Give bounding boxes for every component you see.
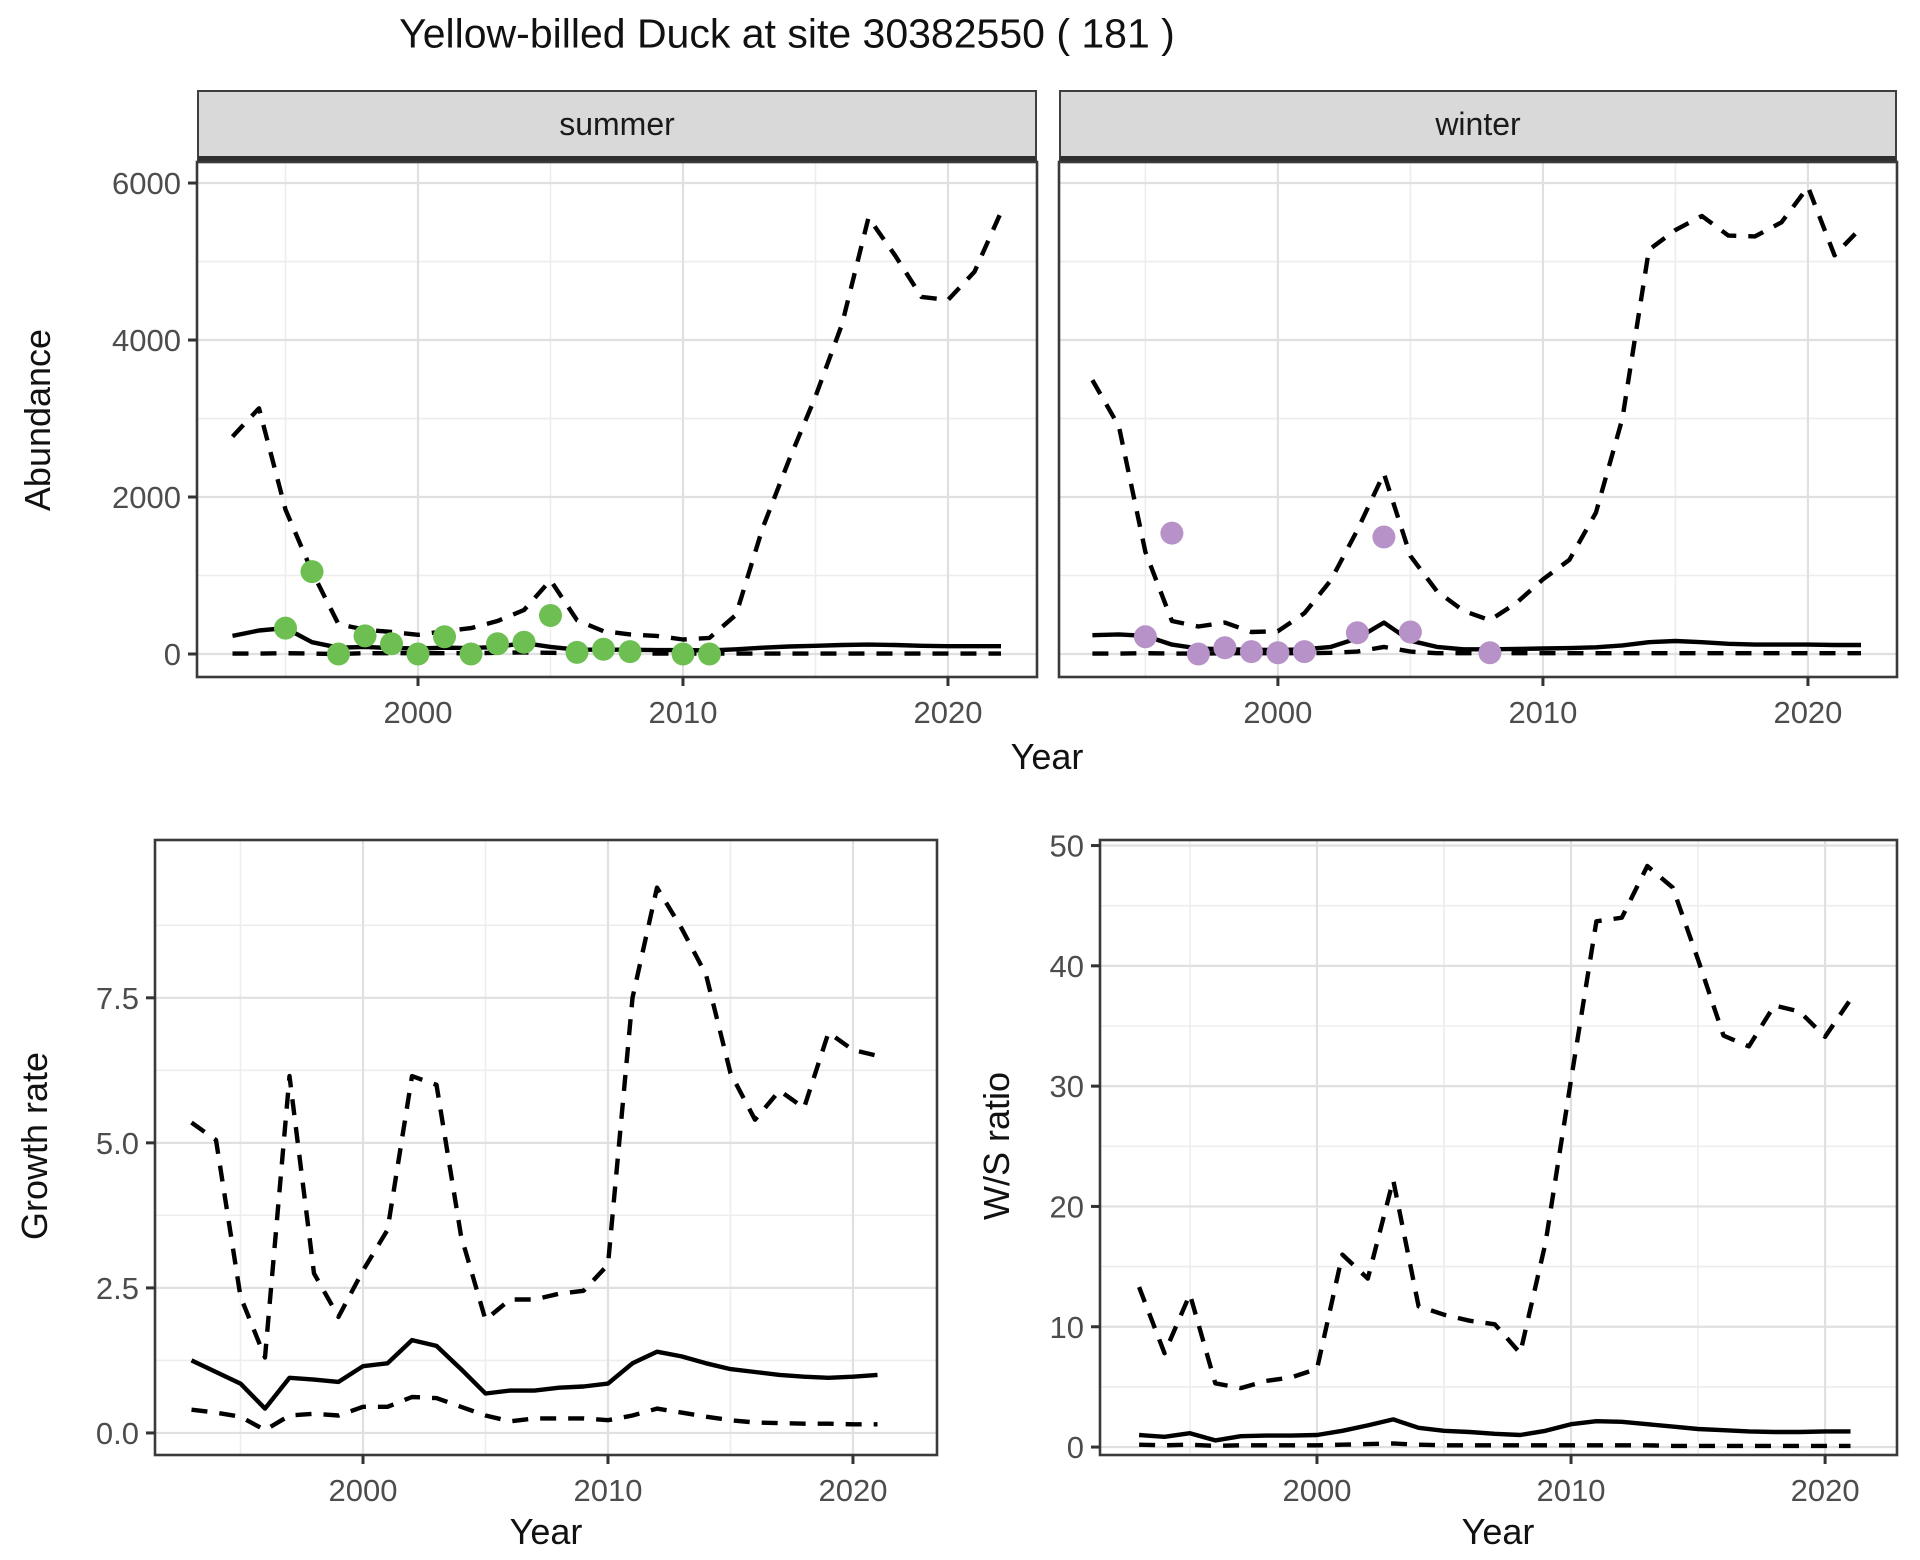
observed-point (1266, 641, 1290, 665)
x-tick-label: 2010 (1508, 695, 1577, 730)
observed-point (327, 642, 350, 666)
summer-abundance-observed-points (274, 560, 721, 666)
ws-ratio-background (1100, 840, 1897, 1455)
observed-point (1213, 636, 1237, 660)
growth-rate-median_estimate-line (190, 1337, 878, 1411)
facet-strip-summer-label: summer (559, 105, 675, 142)
y-tick-label: 2.5 (96, 1271, 139, 1306)
ws-year-axis-title: Year (1461, 1511, 1535, 1552)
facet-strip-winter-label: winter (1435, 105, 1521, 142)
ws-ratio-lower_credible-line (1139, 1441, 1851, 1449)
observed-point (380, 632, 403, 656)
observed-point (1345, 621, 1369, 645)
observed-point (274, 616, 297, 640)
observed-point (565, 640, 589, 664)
observed-point (1133, 625, 1157, 649)
y-tick-label: 0 (1067, 1430, 1084, 1465)
top-year-axis-title: Year (1010, 736, 1084, 777)
y-tick-label: 0.0 (96, 1416, 139, 1451)
x-tick-label: 2010 (1537, 1473, 1606, 1508)
x-tick-label: 2020 (818, 1473, 887, 1508)
observed-point (459, 642, 483, 666)
facet-strip-summer: summer (197, 90, 1037, 162)
summer-abundance-border (195, 160, 1039, 679)
growth-rate-panel: 2000 2010 2020 0.0 2.5 5.0 7.5 (96, 838, 939, 1508)
y-tick-label: 10 (1050, 1310, 1084, 1345)
y-tick-label: 4000 (112, 323, 181, 358)
observed-point (1186, 642, 1210, 666)
summer-abundance-background (197, 162, 1037, 677)
y-tick-label: 40 (1050, 949, 1084, 984)
x-tick-label: 2000 (384, 695, 453, 730)
page-title: Yellow-billed Duck at site 30382550 ( 18… (399, 10, 1175, 57)
observed-point (353, 624, 377, 648)
y-tick-label: 5.0 (96, 1126, 139, 1161)
ws-ratio-border (1098, 838, 1899, 1457)
x-tick-label: 2020 (1791, 1473, 1860, 1508)
observed-point (1398, 620, 1422, 644)
observed-point (1478, 641, 1502, 665)
y-tick-label: 50 (1050, 829, 1084, 864)
observed-point (539, 604, 562, 627)
x-tick-label: 2000 (1282, 1473, 1351, 1508)
observed-point (1160, 521, 1184, 545)
y-tick-label: 30 (1050, 1069, 1084, 1104)
growth-rate-lower_credible-line (191, 1394, 878, 1433)
y-tick-label: 7.5 (96, 981, 139, 1016)
growth-rate-background (155, 840, 937, 1455)
observed-point (1372, 525, 1396, 549)
winter-abundance-upper_credible-line (1090, 184, 1863, 635)
ws-ratio-upper_credible-line (1137, 863, 1853, 1391)
observed-point (512, 630, 536, 654)
summer-abundance-median_estimate-line (232, 625, 1001, 653)
x-tick-label: 2020 (913, 695, 982, 730)
observed-point (486, 632, 509, 656)
summer-abundance-panel: 2000 2010 2020 0 2000 4000 6000 (112, 160, 1039, 730)
winter-abundance-panel: 2000 2010 2020 (1057, 160, 1899, 730)
facet-strip-winter: winter (1059, 90, 1897, 162)
winter-abundance-observed-points (1133, 521, 1502, 666)
x-tick-label: 2000 (1243, 695, 1312, 730)
observed-point (1239, 640, 1263, 664)
observed-point (300, 560, 324, 584)
observed-point (406, 642, 430, 666)
winter-abundance-border (1057, 160, 1899, 679)
growth-rate-border (153, 838, 939, 1457)
growth-year-axis-title: Year (509, 1511, 583, 1552)
y-tick-label: 2000 (112, 480, 181, 515)
observed-point (592, 637, 615, 661)
ws-ratio-panel: 2000 2010 2020 0 10 20 30 40 50 (1050, 829, 1899, 1508)
x-tick-label: 2000 (329, 1473, 398, 1508)
winter-abundance-background (1059, 162, 1897, 677)
observed-point (433, 625, 456, 649)
x-tick-label: 2010 (573, 1473, 642, 1508)
y-tick-label: 20 (1050, 1189, 1084, 1224)
x-tick-label: 2010 (648, 695, 717, 730)
observed-point (1292, 640, 1316, 664)
x-tick-label: 2020 (1773, 695, 1842, 730)
observed-point (698, 642, 721, 666)
y-tick-label: 6000 (112, 166, 181, 201)
y-tick-label: 0 (164, 637, 181, 672)
observed-point (671, 642, 695, 666)
observed-point (618, 640, 642, 664)
ws-ratio-median_estimate-line (1138, 1417, 1851, 1443)
